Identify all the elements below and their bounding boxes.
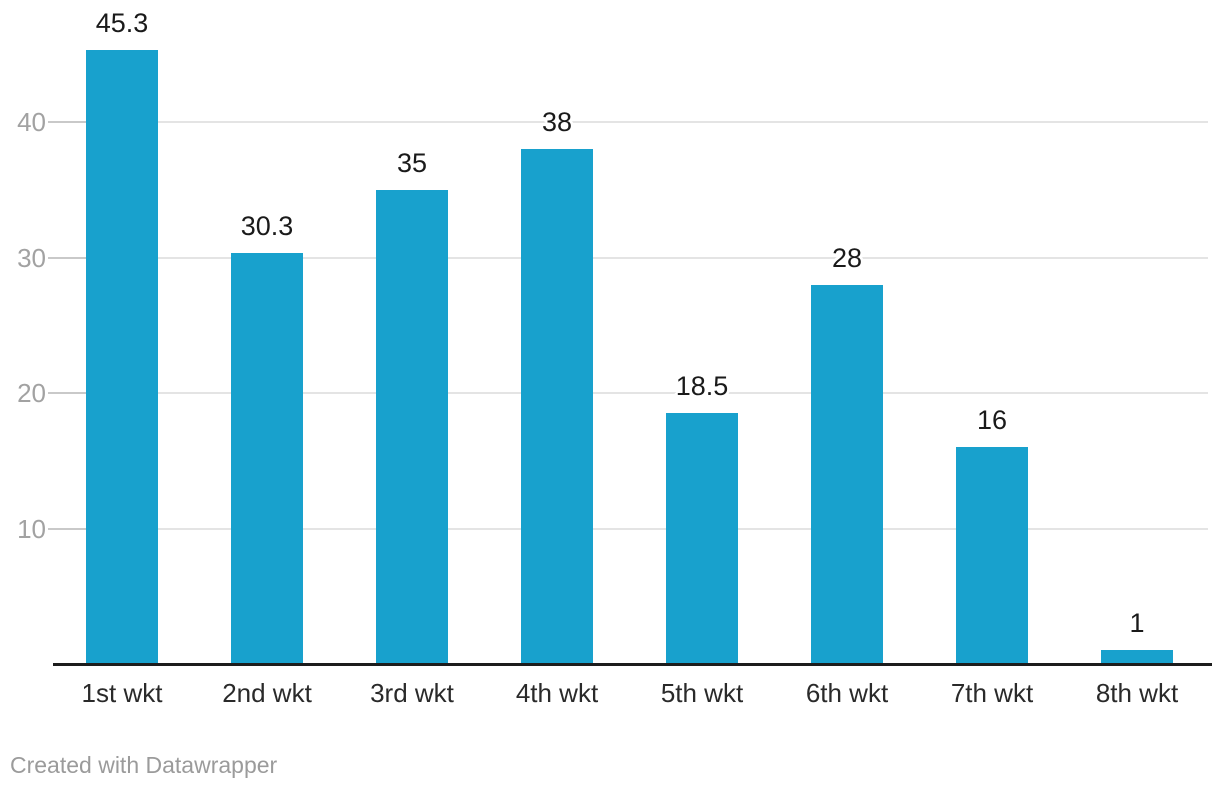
category-label: 8th wkt	[1095, 678, 1179, 708]
bar-7th-wkt[interactable]	[956, 447, 1028, 664]
bar-value-label: 35	[396, 148, 428, 178]
bar-4th-wkt[interactable]	[521, 149, 593, 664]
y-gridline	[48, 257, 1208, 259]
bar-8th-wkt[interactable]	[1101, 650, 1173, 664]
bar-value-label: 16	[976, 405, 1008, 435]
y-tick	[48, 257, 86, 259]
x-axis-baseline	[53, 663, 1212, 666]
category-label: 3rd wkt	[370, 678, 454, 708]
bar-6th-wkt[interactable]	[811, 285, 883, 664]
bar-3rd-wkt[interactable]	[376, 190, 448, 664]
category-label: 2nd wkt	[222, 678, 312, 708]
y-gridline	[48, 121, 1208, 123]
bar-2nd-wkt[interactable]	[231, 253, 303, 664]
category-label: 7th wkt	[950, 678, 1034, 708]
bar-5th-wkt[interactable]	[666, 413, 738, 664]
y-axis-tick-label: 30	[17, 243, 46, 273]
bar-value-label: 28	[831, 243, 863, 273]
bar-value-label: 38	[541, 107, 573, 137]
bar-1st-wkt[interactable]	[86, 50, 158, 664]
category-label: 4th wkt	[515, 678, 599, 708]
y-tick	[48, 392, 86, 394]
y-tick	[48, 121, 86, 123]
y-axis-tick-label: 20	[17, 378, 46, 408]
datawrapper-credit-link[interactable]: Created with Datawrapper	[10, 752, 278, 778]
bar-value-label: 18.5	[675, 371, 729, 401]
category-label: 1st wkt	[81, 678, 163, 708]
y-gridline	[48, 528, 1208, 530]
bar-value-label: 1	[1129, 608, 1145, 638]
category-label: 6th wkt	[805, 678, 889, 708]
y-axis-tick-label: 10	[17, 514, 46, 544]
bar-value-label: 45.3	[95, 8, 149, 38]
y-gridline	[48, 392, 1208, 394]
bar-value-label: 30.3	[240, 211, 294, 241]
category-label: 5th wkt	[660, 678, 744, 708]
y-tick	[48, 528, 86, 530]
y-axis-tick-label: 40	[17, 107, 46, 137]
